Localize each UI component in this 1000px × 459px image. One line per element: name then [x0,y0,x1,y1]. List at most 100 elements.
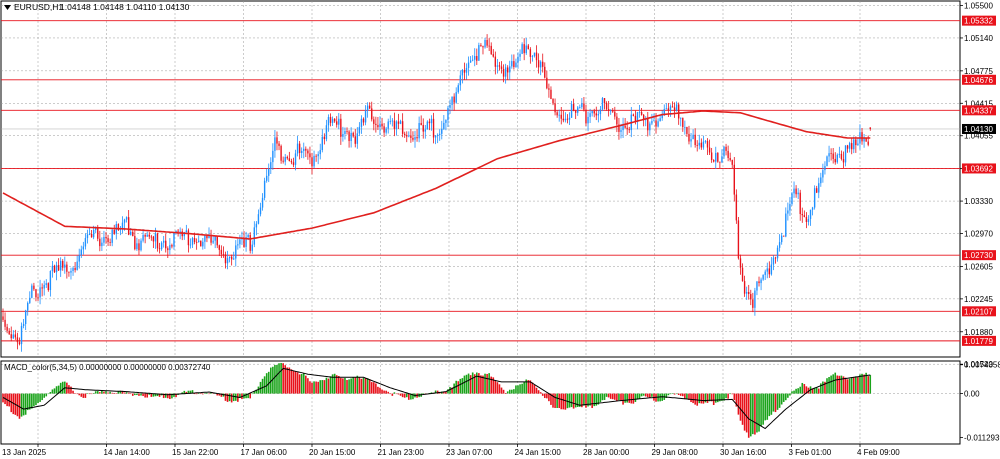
candle-body [404,133,406,135]
macd-histogram-bar [292,370,295,394]
candle-body [90,233,93,238]
macd-histogram-bar [389,393,392,395]
macd-histogram-bar [55,386,58,394]
macd-histogram-bar [537,390,540,394]
candle-body [70,270,72,273]
macd-histogram-bar [607,393,610,398]
price-panel[interactable]: EURUSD,H1 1.04148 1.04148 1.04110 1.0413… [0,0,961,365]
candle-body [807,218,810,222]
macd-histogram-bar [733,393,736,401]
candle-body [352,132,354,137]
candle-body [162,240,165,243]
macd-histogram-bar [471,372,474,394]
macd-histogram-bar [548,393,550,402]
candle-body [579,107,581,108]
candle-body [183,232,185,237]
candle-body [457,85,459,93]
macd-axis-ticks: 0.0074358 0.00 -0.0112939 [960,361,1000,442]
macd-histogram-bar [649,393,651,398]
candle-body [443,122,445,129]
candle-body [298,143,301,153]
candle-body [368,105,371,109]
candle-body [167,248,169,251]
candle-body [416,137,418,139]
macd-histogram-bar [498,384,501,394]
macd-histogram-bar [795,388,797,394]
candle-body [836,154,838,163]
candle-body [702,141,705,148]
candle-body [383,126,385,133]
macd-panel[interactable]: MACD_color(5,34,5) 0.00000000 0.00000000… [0,360,1000,445]
candle-body [735,194,738,221]
candle-body [828,153,830,157]
candle-body [488,45,490,47]
current-price-label: 1.04130 [964,125,993,134]
macd-histogram-bar [150,393,153,397]
macd-histogram-bar [805,386,808,394]
macd-histogram-bar [96,391,99,394]
candle-body [838,153,841,155]
candle-body [550,89,552,100]
candle-body [826,156,828,167]
macd-histogram-bar [272,366,274,394]
candle-body [461,69,464,76]
candle-body [336,121,338,125]
macd-histogram-bar [457,381,460,394]
macd-histogram-bar [438,392,441,394]
candle-body [731,160,733,165]
macd-histogram-bar [576,393,579,407]
macd-histogram-bar [543,393,546,399]
dropdown-triangle-icon[interactable] [4,5,11,10]
macd-histogram-bar [115,393,118,394]
candle-body [64,264,66,268]
candle-body [325,125,328,140]
macd-histogram-bar [704,393,707,403]
horizontal-levels[interactable] [1,20,960,342]
candle-body [362,118,365,123]
candle-body [22,324,25,326]
macd-histogram-bar [51,389,54,394]
macd-histogram-bar [525,379,528,394]
candle-body [49,270,52,291]
macd-histogram-bar [72,390,74,394]
candle-body [696,144,698,146]
macd-histogram-bar [587,393,589,407]
macd-histogram-bar [770,393,773,415]
macd-histogram-bar [239,393,241,398]
macd-histogram-bar [430,392,433,394]
candle-body [414,137,416,140]
macd-histogram-bar [780,393,783,405]
macd-histogram-bar [789,393,791,396]
candle-body [463,69,466,73]
candle-body [206,235,208,239]
level-tag-label: 1.03692 [964,164,993,173]
macd-histogram-bar [717,393,719,403]
macd-histogram-bar [123,392,126,394]
candle-body [867,141,869,145]
candle-body [80,249,82,256]
macd-histogram-bar [331,374,334,394]
time-tick-label: 17 Jan 06:00 [241,448,288,457]
candle-body [795,188,797,195]
macd-histogram-bar [171,393,173,399]
macd-histogram-bar [321,380,324,394]
macd-histogram-bar [568,393,571,408]
price-tick-label: 1.02605 [964,262,993,271]
candle-body [389,120,391,122]
candle-body [92,229,95,238]
candle-body [245,237,247,247]
candle-body [521,44,523,54]
candle-body [515,62,517,68]
macd-label: MACD_color(5,34,5) 0.00000000 0.00000000… [4,363,211,372]
macd-histogram-bar [782,393,785,402]
macd-histogram-bar [127,392,130,394]
candle-body [601,98,604,110]
candle-body [869,127,871,129]
macd-histogram-bar [706,393,709,403]
macd-histogram-bar [659,393,661,402]
candle-body [282,160,284,162]
candle-body [313,155,315,167]
candle-body [482,46,484,48]
candle-body [208,235,210,239]
